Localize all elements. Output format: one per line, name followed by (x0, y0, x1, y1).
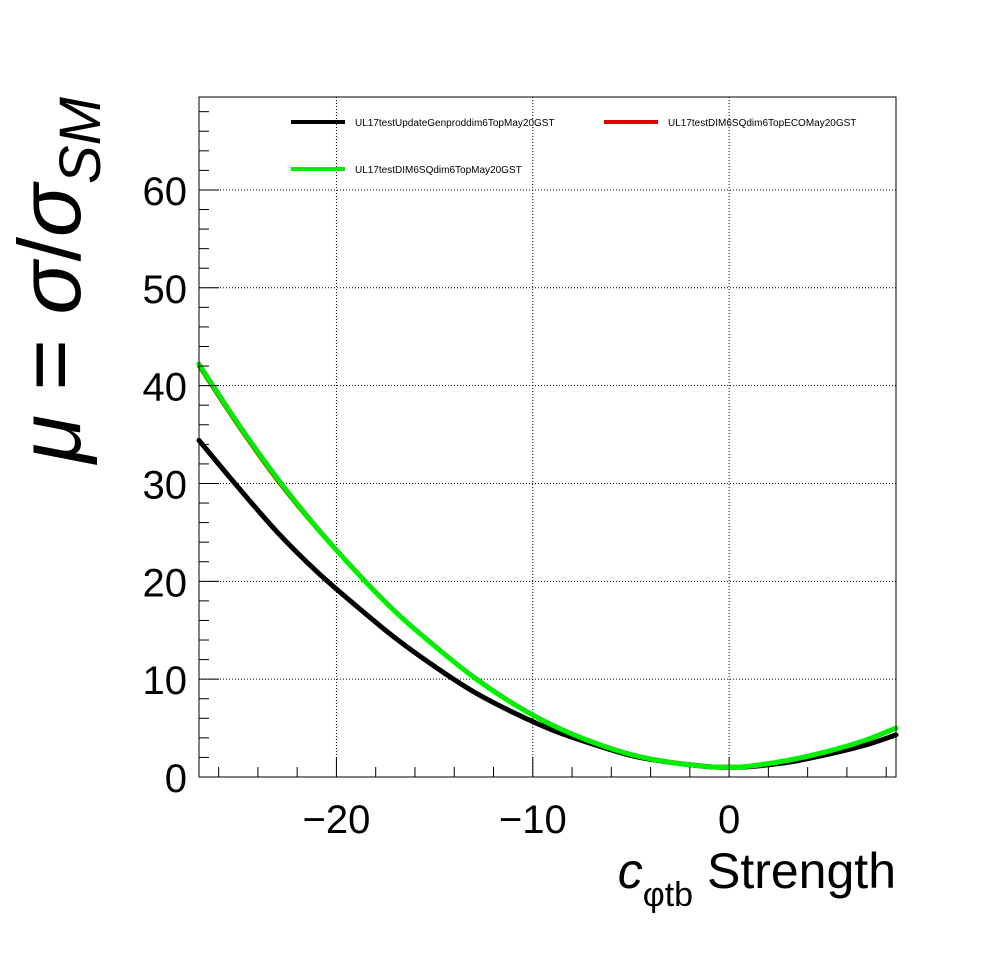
y-tick-label: 0 (165, 757, 187, 801)
x-axis-suffix: Strength (693, 843, 896, 899)
x-axis-subscript: φtb (643, 876, 693, 914)
y-tick-label: 50 (143, 268, 188, 312)
axis-ticks: −20 −10 0 0 10 20 30 40 50 60 (143, 111, 887, 842)
x-tick-label: −20 (303, 798, 371, 842)
series-group (196, 361, 899, 770)
legend: UL17testUpdateGenproddim6TopMay20GST UL17… (291, 118, 856, 176)
y-axis-mu: μ (0, 415, 99, 465)
y-tick-label: 20 (143, 561, 188, 605)
x-axis-symbol: c (618, 843, 643, 899)
x-axis-title: cφtb Strength (618, 843, 896, 914)
y-axis-subscript: SM (48, 96, 113, 184)
y-tick-label: 30 (143, 463, 188, 507)
x-tick-label: −10 (499, 798, 567, 842)
series-line-3 (196, 361, 899, 770)
y-axis-sigma: σ (0, 259, 99, 315)
y-axis-title: μ = σ/σSM (0, 96, 113, 465)
x-tick-label: 0 (718, 798, 740, 842)
y-tick-label: 40 (143, 366, 188, 410)
grid (199, 97, 896, 777)
plot-frame (198, 96, 897, 778)
y-tick-label: 60 (143, 170, 188, 214)
legend-label-2: UL17testDIM6SQdim6TopECOMay20GST (668, 118, 856, 129)
y-axis-slash: / (0, 237, 99, 262)
y-axis-equals: = (0, 315, 99, 415)
y-axis-sigma-sm: σ (0, 181, 99, 237)
legend-label-1: UL17testUpdateGenproddim6TopMay20GST (355, 118, 555, 129)
y-tick-label: 10 (143, 659, 188, 703)
legend-label-3: UL17testDIM6SQdim6TopMay20GST (355, 165, 522, 176)
